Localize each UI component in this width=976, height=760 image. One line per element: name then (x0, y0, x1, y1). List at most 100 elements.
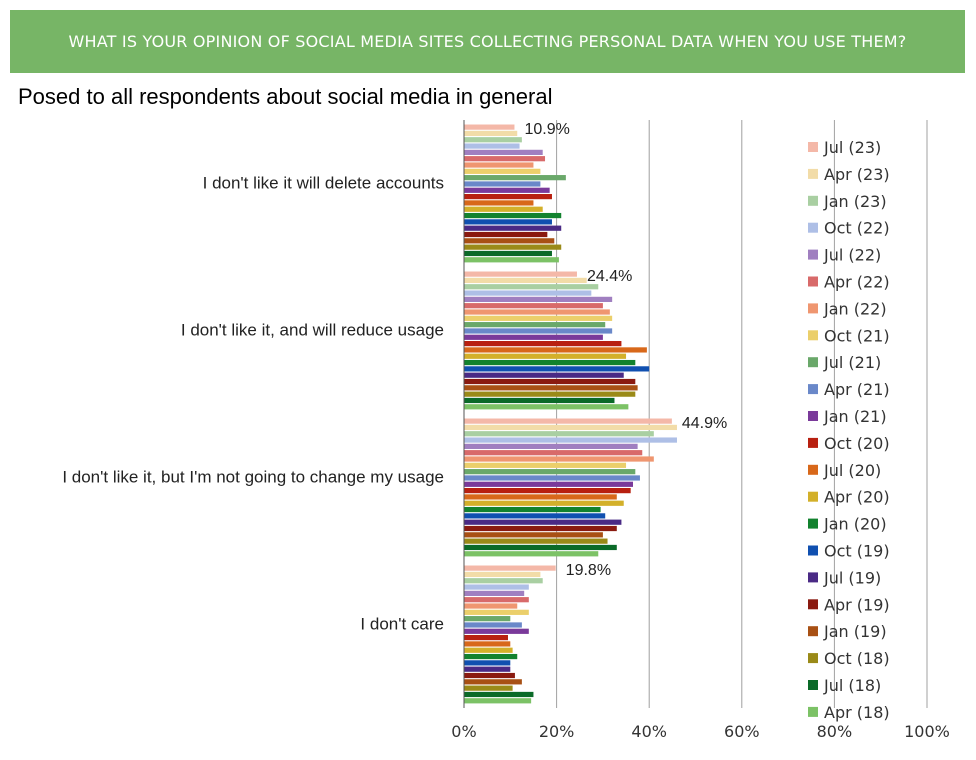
bar (464, 565, 556, 571)
legend-label: Jul (18) (823, 676, 881, 695)
bar (464, 571, 541, 578)
bar (464, 488, 631, 494)
bar (464, 378, 636, 385)
bar (464, 450, 643, 456)
legend-swatch (808, 384, 818, 395)
chart-title: WHAT IS YOUR OPINION OF SOCIAL MEDIA SIT… (68, 32, 907, 51)
bar (464, 685, 513, 691)
bar (464, 679, 522, 685)
data-label: 44.9% (682, 415, 727, 432)
bar (464, 391, 636, 397)
legend-swatch (808, 518, 818, 529)
bar (464, 244, 562, 250)
bar (464, 424, 677, 431)
bar (464, 137, 522, 143)
bar (464, 475, 640, 481)
legend-label: Apr (22) (824, 273, 890, 292)
bar (464, 143, 520, 149)
legend-swatch (808, 276, 818, 287)
bar (464, 506, 601, 513)
bar (464, 322, 606, 328)
bar (464, 469, 636, 475)
bar (464, 130, 518, 137)
bar (464, 578, 543, 584)
bar (464, 303, 603, 309)
legend-swatch (808, 195, 818, 206)
bar (464, 328, 613, 334)
bar (464, 225, 562, 231)
bar (464, 187, 550, 193)
bar (464, 622, 522, 628)
legend-swatch (808, 411, 818, 421)
bar (464, 544, 617, 551)
legend-label: Apr (23) (824, 165, 890, 184)
category-label: I don't like it, and will reduce usage (181, 321, 444, 340)
legend-swatch (808, 142, 818, 152)
bar (464, 660, 511, 666)
category-label: I don't like it will delete accounts (203, 174, 444, 193)
legend-label: Jan (20) (823, 515, 887, 534)
bar (464, 525, 617, 532)
bar (464, 456, 654, 462)
labels: 0% 20% 40% 60% 80% 100% I don't like it will d… (62, 121, 950, 741)
bar (464, 532, 603, 538)
bar (464, 628, 529, 634)
legend-label: Apr (20) (824, 488, 890, 507)
bar (464, 124, 515, 130)
legend-swatch (808, 437, 818, 448)
legend-label: Apr (18) (824, 703, 890, 722)
bar (464, 194, 552, 200)
x-tick-label: 0% (451, 722, 476, 741)
legend-label: Oct (18) (824, 649, 890, 668)
legend-label: Apr (19) (824, 595, 890, 614)
legend-label: Apr (21) (824, 380, 890, 399)
bar (464, 616, 511, 622)
legend-swatch (808, 491, 818, 502)
bar (464, 257, 559, 263)
bar (464, 494, 617, 500)
legend-swatch (808, 653, 818, 664)
legend-swatch (808, 168, 818, 179)
legend-label: Jan (23) (823, 192, 887, 211)
data-label: 10.9% (524, 121, 569, 138)
bar (464, 666, 511, 672)
legend-label: Oct (22) (824, 219, 890, 238)
bar (464, 277, 587, 284)
chart-title-banner: WHAT IS YOUR OPINION OF SOCIAL MEDIA SIT… (10, 10, 965, 73)
bar (464, 597, 529, 603)
bar (464, 212, 562, 219)
legend-swatch (808, 599, 818, 610)
legend-swatch (808, 357, 818, 368)
bar (464, 590, 525, 596)
bar (464, 404, 629, 410)
legend-label: Oct (20) (824, 434, 890, 453)
bar (464, 538, 608, 544)
legend-swatch (808, 303, 818, 314)
bar (464, 334, 603, 340)
legend-swatch (808, 626, 818, 637)
bar (464, 341, 622, 347)
legend-swatch (808, 706, 818, 717)
bar (464, 691, 534, 698)
bar (464, 385, 638, 391)
bar (464, 250, 552, 257)
data-label: 19.8% (566, 562, 611, 579)
bar (464, 175, 566, 181)
legend-swatch (808, 464, 818, 475)
legend-swatch (808, 572, 818, 583)
bar (464, 168, 541, 174)
bar (464, 513, 606, 519)
bar (464, 500, 624, 506)
bar (464, 200, 534, 206)
bar (464, 584, 529, 590)
legend-label: Jan (19) (823, 622, 887, 641)
bar (464, 635, 508, 641)
bar (464, 372, 624, 378)
legend-swatch (808, 545, 818, 556)
bar (464, 359, 636, 366)
legend-label: Jul (20) (823, 461, 881, 480)
bar (464, 397, 615, 404)
bar (464, 206, 543, 212)
legend-label: Jul (23) (823, 138, 881, 157)
bar (464, 698, 532, 704)
